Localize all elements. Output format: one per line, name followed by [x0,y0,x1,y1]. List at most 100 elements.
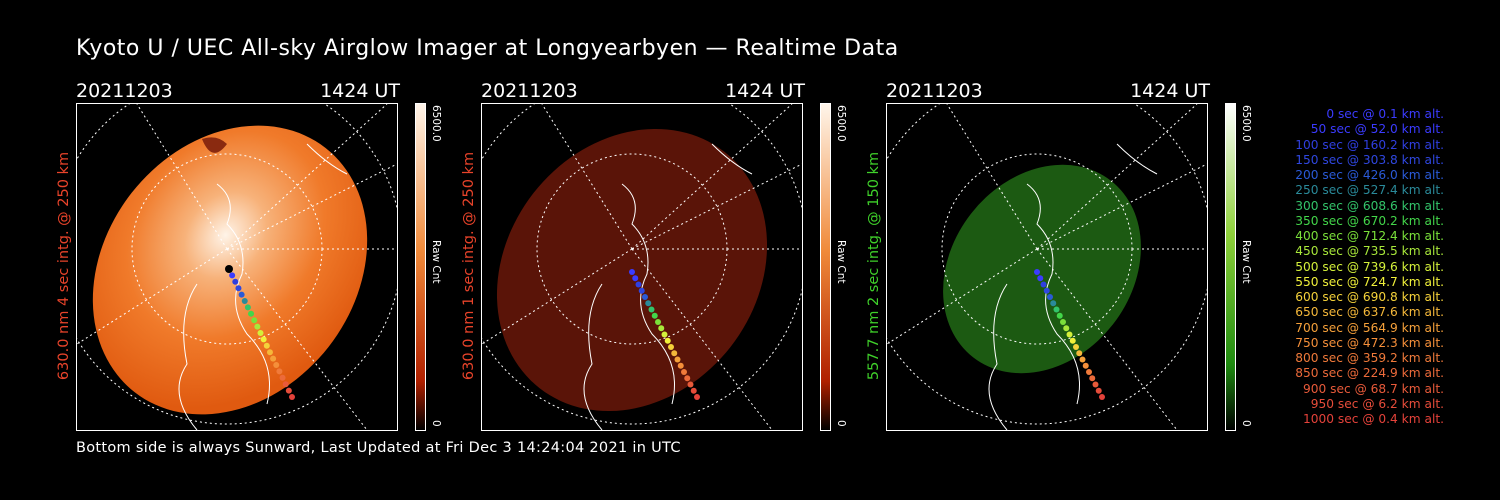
trajectory-dot [642,294,648,300]
footer-status: Bottom side is always Sunward, Last Upda… [76,440,681,456]
trajectory-dot [1086,369,1092,375]
trajectory-dot [1060,319,1066,325]
trajectory-dot [257,330,264,336]
panel-1-time: 1424 UT [320,80,400,102]
trajectory-dot [661,331,668,338]
trajectory-dot [638,287,645,294]
trajectory-dot [645,300,652,307]
trajectory-dot [694,394,700,400]
legend-row: 50 sec @ 52.0 km alt. [1310,122,1444,137]
trajectory-dot [1082,362,1089,369]
legend-row: 650 sec @ 637.6 km alt. [1295,305,1444,320]
panel-3-cbar-min: 0 [1240,420,1252,427]
legend-row: 950 sec @ 6.2 km alt. [1310,396,1444,411]
legend-row: 700 sec @ 564.9 km alt. [1295,320,1444,335]
legend-row: 1000 sec @ 0.4 km alt. [1303,412,1444,426]
trajectory-dot [1089,375,1096,382]
panel-1-cbar-min: 0 [430,420,442,427]
trajectory-dot [671,350,678,357]
trajectory-dot [270,355,277,362]
panel-3-ylabel: 557.7 nm 2 sec intg. @ 150 km [866,151,882,381]
panel-3-time: 1424 UT [1130,80,1210,102]
trajectory-dot [677,362,684,369]
trajectory-dot [1050,300,1057,307]
legend-row: 150 sec @ 303.8 km alt. [1295,152,1444,167]
panel-1-colorbar [415,103,426,431]
trajectory-dot [1047,294,1053,300]
legend-row: 900 sec @ 68.7 km alt. [1303,381,1444,396]
panel-1-cbar-unit: Raw Cnt [430,240,442,284]
panel-2-colorbar [820,103,831,431]
legend-row: 450 sec @ 735.5 km alt. [1295,244,1444,259]
panel-1-cbar-max: 6500.0 [430,105,442,142]
trajectory-dot [681,369,687,375]
panel-2-image [481,103,803,431]
trajectory-dot [1095,387,1102,394]
legend-row: 0 sec @ 0.1 km alt. [1326,107,1444,121]
panel-3-image [886,103,1208,431]
trajectory-dot [244,304,251,311]
legend-row: 800 sec @ 359.2 km alt. [1295,351,1444,365]
trajectory-dot [229,272,236,279]
trajectory-dot [629,269,635,275]
panel-2-date: 20211203 [481,80,578,102]
trajectory-dot [674,356,681,363]
panel-1-ylabel: 630.0 nm 4 sec intg. @ 250 km [56,151,72,381]
trajectory-dot [263,342,270,349]
panel-3-cbar-unit: Raw Cnt [1240,240,1252,284]
trajectory-dot [232,278,239,285]
trajectory-dot [635,281,642,288]
panel-3-date: 20211203 [886,80,983,102]
trajectory-dot [651,312,658,319]
trajectory-dot [1073,344,1079,350]
panel-2-cbar-max: 6500.0 [835,105,847,142]
trajectory-dot [1034,269,1040,275]
legend-row: 550 sec @ 724.7 km alt. [1295,274,1444,289]
trajectory-dot [254,323,261,330]
panel-1-image [76,103,398,431]
trajectory-dot [1092,381,1099,388]
trajectory-dot [282,381,289,388]
panel-2-cbar-unit: Raw Cnt [835,240,847,284]
trajectory-legend: 0 sec @ 0.1 km alt. 50 sec @ 52.0 km alt.… [1262,107,1444,427]
panel-2-ylabel: 630.0 nm 1 sec intg. @ 250 km [461,151,477,381]
trajectory-dot [664,337,671,344]
legend-row: 500 sec @ 739.6 km alt. [1295,259,1444,274]
trajectory-dot [273,362,280,368]
trajectory-dot [289,394,295,400]
trajectory-dot [241,298,248,304]
trajectory-dot [632,275,639,282]
legend-row: 300 sec @ 608.6 km alt. [1295,198,1444,213]
legend-row: 350 sec @ 670.2 km alt. [1295,213,1444,228]
trajectory-dot [260,336,267,343]
trajectory-dot [238,291,245,298]
trajectory-dot [1040,281,1047,288]
legend-row: 600 sec @ 690.8 km alt. [1295,290,1444,304]
trajectory-dot [658,325,665,332]
trajectory-dot [1043,287,1050,294]
trajectory-dot [687,381,694,388]
trajectory-dot [285,387,292,394]
trajectory-dot [684,375,691,382]
page-title: Kyoto U / UEC All-sky Airglow Imager at … [76,36,899,61]
trajectory-dot [1099,394,1105,400]
trajectory-dot [668,344,674,350]
trajectory-dot [1053,306,1060,313]
panel-2-time: 1424 UT [725,80,805,102]
trajectory-dot [1076,350,1083,357]
trajectory-dot [1069,337,1076,344]
legend-row: 200 sec @ 426.0 km alt. [1295,168,1444,182]
trajectory-dot [648,306,655,313]
panel-1-date: 20211203 [76,80,173,102]
trajectory-dot [655,319,661,325]
legend-row: 850 sec @ 224.9 km alt. [1295,366,1444,381]
trajectory-dot [235,285,242,292]
legend-row: 100 sec @ 160.2 km alt. [1295,137,1444,152]
trajectory-dot [279,374,286,381]
trajectory-dot [266,349,273,356]
panel-3-colorbar [1225,103,1236,431]
trajectory-dot [225,265,233,273]
trajectory-dot [1037,275,1044,282]
legend-row: 250 sec @ 527.4 km alt. [1295,183,1444,198]
trajectory-dot [1063,325,1070,332]
